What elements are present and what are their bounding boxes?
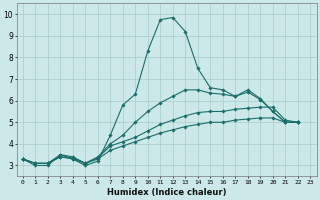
X-axis label: Humidex (Indice chaleur): Humidex (Indice chaleur): [107, 188, 226, 197]
